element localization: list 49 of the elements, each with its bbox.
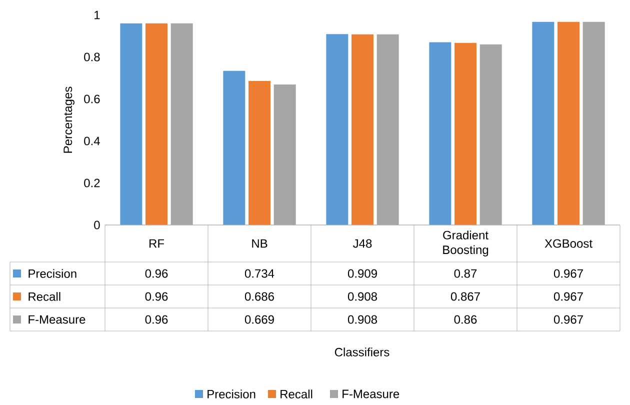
x-tick-label: RF <box>150 239 164 248</box>
text: F-Measure <box>342 390 400 398</box>
text: Recall <box>280 390 312 398</box>
data-label: 0.86 <box>454 315 477 324</box>
y-tick-label: 0.6 <box>84 94 100 104</box>
data-label: 0.909 <box>348 269 377 278</box>
bar <box>352 34 374 225</box>
bar <box>480 44 502 225</box>
bar <box>376 34 399 225</box>
y-axis-title: Percentages <box>64 86 74 153</box>
legend-label: Precision <box>28 269 76 278</box>
x-tick-label: J48 <box>353 239 372 248</box>
data-label: 0.867 <box>450 292 480 301</box>
data-label: 0.734 <box>244 269 274 278</box>
data-label: 0.669 <box>244 315 274 324</box>
data-label: 0.96 <box>145 315 168 324</box>
data-label: 0.87 <box>454 269 477 278</box>
bar <box>582 22 605 225</box>
bar <box>223 70 246 225</box>
data-label: 0.967 <box>554 269 583 278</box>
data-label: 0.96 <box>145 269 168 278</box>
legend-label: Recall <box>28 292 60 301</box>
bar <box>532 22 554 225</box>
bar <box>170 23 193 225</box>
data-label: 0.967 <box>554 292 583 301</box>
x-tick-label: Gradient Boosting <box>443 230 488 256</box>
data-label: 0.967 <box>554 315 583 324</box>
y-tick-label: 0.2 <box>84 178 100 188</box>
y-tick-label: 0 <box>94 220 100 230</box>
data-label: 0.686 <box>244 292 274 301</box>
y-tick-label: 0.4 <box>84 136 100 146</box>
text: Classifiers <box>334 348 390 356</box>
data-label: 0.96 <box>145 292 168 301</box>
x-tick-label: XGBoost <box>544 239 592 248</box>
data-label: 0.908 <box>348 292 377 301</box>
bar <box>429 42 452 225</box>
bar <box>558 22 580 225</box>
text: Precision <box>208 390 256 398</box>
y-tick-label: 0.8 <box>84 52 100 62</box>
bar <box>248 80 271 225</box>
x-tick-label: NB <box>252 239 268 248</box>
data-label: 0.908 <box>348 315 377 324</box>
bar <box>454 42 477 225</box>
bar <box>326 34 348 225</box>
bar <box>274 84 296 225</box>
legend-label: F-Measure <box>28 315 86 324</box>
y-tick-label: 1 <box>94 10 100 20</box>
bar <box>120 23 142 225</box>
bar <box>146 23 168 225</box>
